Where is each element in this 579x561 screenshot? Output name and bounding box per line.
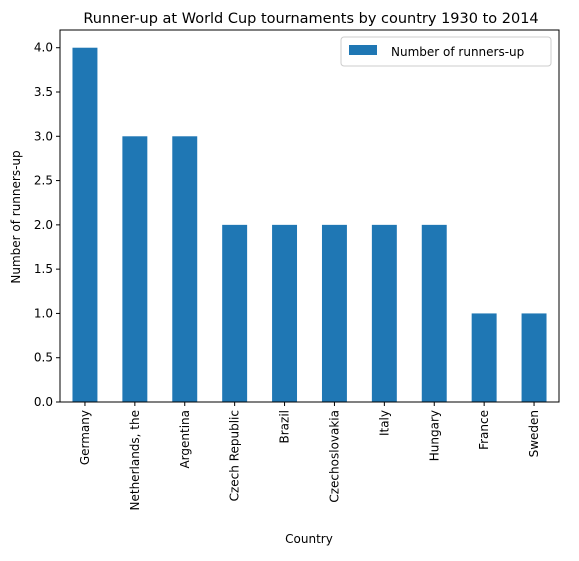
bar-czechoslovakia (321, 224, 347, 402)
x-tick-label: Italy (377, 410, 391, 436)
y-tick-label: 3.5 (34, 85, 53, 99)
y-tick-label: 0.0 (34, 395, 53, 409)
bar-france (471, 313, 497, 402)
y-tick-label: 2.5 (34, 174, 53, 188)
bar-argentina (172, 136, 198, 403)
y-tick-label: 1.5 (34, 262, 53, 276)
x-tick-label: Sweden (527, 410, 541, 457)
legend-frame (340, 36, 552, 67)
y-tick-label: 1.0 (34, 306, 53, 320)
bar-brazil (272, 224, 298, 402)
chart-title: Runner-up at World Cup tournaments by co… (83, 11, 538, 27)
x-tick-label: Czechoslovakia (327, 410, 341, 503)
x-tick-label: Brazil (278, 410, 292, 444)
bar-italy (371, 224, 397, 402)
x-axis-label: Country (285, 532, 333, 546)
y-axis-label: Number of runners-up (9, 150, 23, 283)
y-tick-label: 2.0 (34, 218, 53, 232)
x-tick-label: Germany (78, 410, 92, 465)
legend-swatch (349, 45, 377, 55)
bar-sweden (521, 313, 547, 402)
y-tick-label: 4.0 (34, 41, 53, 55)
x-tick-label: Hungary (427, 410, 441, 461)
legend-label: Number of runners-up (391, 45, 524, 59)
bars-layer (72, 47, 547, 403)
x-tick-label: Czech Republic (228, 410, 242, 501)
bar-netherlands-the (122, 136, 148, 403)
legend: Number of runners-up (340, 36, 552, 67)
y-tick-label: 3.0 (34, 129, 53, 143)
plot-frame (59, 29, 560, 403)
x-tick-label: Argentina (178, 410, 192, 469)
y-tick-label: 0.5 (34, 351, 53, 365)
axes-layer: 0.0 0.5 1.0 1.5 2.0 2.5 3.0 3.5 4.0 Germany Nether… (34, 29, 560, 510)
bar-germany (72, 47, 98, 403)
x-tick-label: Netherlands, the (128, 410, 142, 510)
x-tick-label: France (477, 410, 491, 450)
bar-hungary (421, 224, 447, 402)
bar-czech-republic (222, 224, 248, 402)
